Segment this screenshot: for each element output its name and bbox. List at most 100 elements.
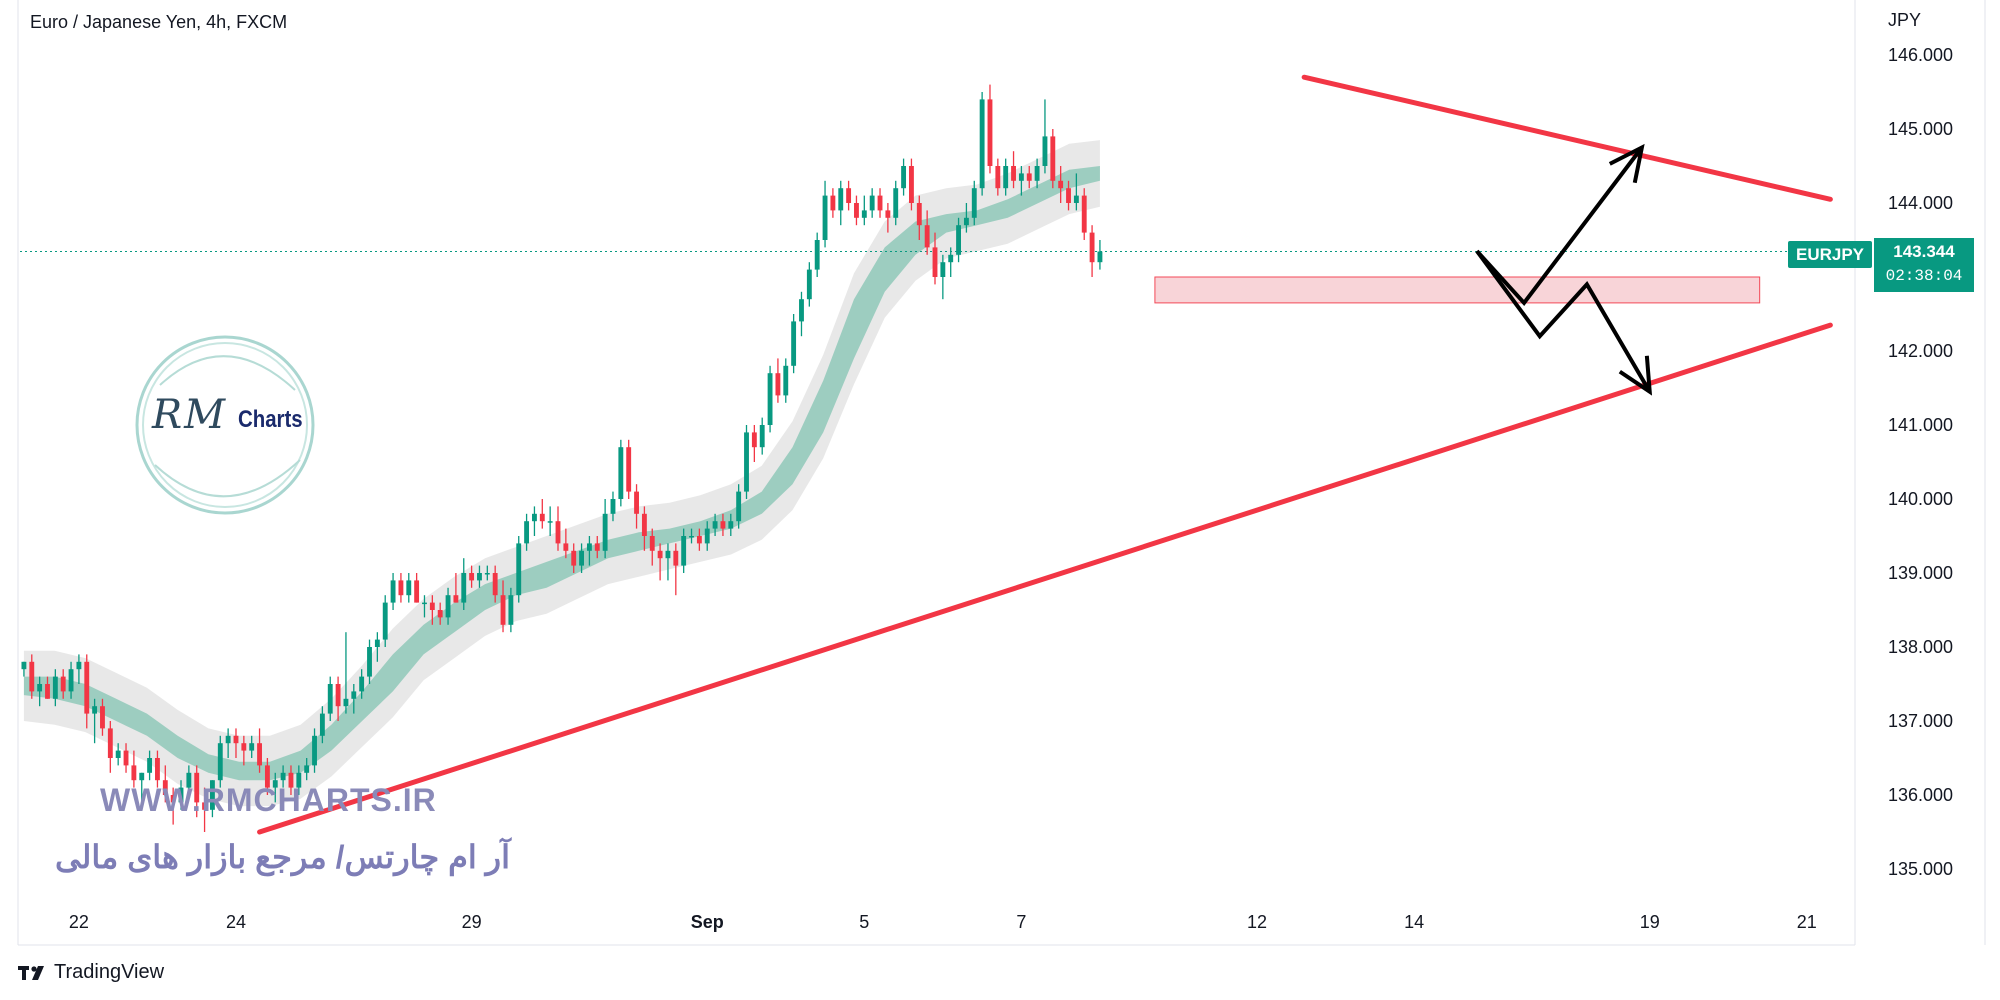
price-tick-label: 137.000	[1888, 711, 1953, 731]
candle-body	[579, 550, 585, 566]
support-trendline	[257, 322, 1833, 835]
candle-body	[351, 691, 357, 699]
candle-body	[1011, 166, 1016, 181]
watermark-persian: آر ام چارتس/ مرجع بازار های مالی	[54, 839, 510, 875]
candle-body	[406, 580, 412, 596]
candle-body	[1066, 188, 1071, 203]
candle-body	[689, 536, 694, 538]
candle-body	[68, 669, 74, 692]
candle-body	[123, 750, 129, 766]
price-tick-label: 135.000	[1888, 859, 1953, 879]
candle-body	[744, 432, 749, 492]
candle-body	[233, 735, 239, 744]
candle-body	[696, 536, 702, 544]
candle-body	[626, 447, 632, 492]
candle-body	[1089, 232, 1095, 263]
candle-body	[791, 321, 797, 366]
candle-body	[814, 240, 820, 270]
candle-body	[374, 639, 380, 647]
time-tick-label: 7	[1016, 912, 1026, 932]
candle-body	[751, 432, 757, 448]
candle-body	[547, 521, 553, 523]
candle-body	[830, 195, 836, 211]
candle-body	[775, 373, 781, 396]
candle-body	[304, 765, 310, 773]
rm-charts-logo-circle	[135, 335, 315, 515]
candle-body	[76, 661, 82, 670]
price-axis[interactable]: JPY 146.000145.000144.000143.000142.0001…	[1888, 10, 1953, 879]
candle-body	[901, 166, 907, 189]
candle-body	[272, 780, 278, 788]
candle-body	[516, 543, 522, 596]
time-axis[interactable]: 22 24 29 Sep 5 7 12 14 19 21	[69, 912, 1817, 932]
candle-body	[29, 661, 35, 692]
candle-body	[956, 225, 961, 255]
resistance-trendline	[1301, 74, 1833, 202]
candle-body	[241, 743, 247, 751]
bearish-scenario-arrow	[1475, 249, 1652, 393]
last-price-box: 143.344 02:38:04	[1874, 238, 1974, 292]
candle-body	[484, 573, 490, 575]
candle-body	[854, 203, 859, 218]
chart-title[interactable]: Euro / Japanese Yen, 4h, FXCM	[30, 12, 288, 32]
candle-body	[806, 269, 812, 300]
candle-body	[948, 254, 954, 263]
candle-body	[822, 195, 828, 240]
ema-ribbon	[23, 166, 1100, 781]
time-tick-label: 29	[462, 912, 482, 932]
candle-body	[1073, 195, 1079, 203]
candle-body	[571, 550, 577, 566]
candle-body	[861, 210, 867, 218]
candle-body	[92, 706, 98, 714]
candle-body	[940, 262, 946, 277]
candle-body	[728, 521, 734, 529]
price-tick-label: 144.000	[1888, 193, 1953, 213]
candle-body	[759, 425, 765, 448]
candle-body	[469, 573, 475, 581]
candle-body	[84, 661, 90, 714]
candle-body	[296, 772, 302, 788]
candle-body	[414, 580, 420, 603]
candle-body	[846, 188, 852, 203]
candle-body	[893, 188, 899, 218]
candle-body	[492, 573, 498, 596]
candle-body	[539, 513, 545, 522]
candle-body	[704, 528, 710, 544]
candle-body	[634, 491, 639, 514]
time-tick-label: 19	[1640, 912, 1660, 932]
axis-currency-label: JPY	[1888, 10, 1921, 30]
candle-body	[594, 543, 600, 551]
candle-body	[194, 772, 200, 803]
tradingview-brand[interactable]: TradingView	[18, 961, 164, 984]
ema-bands	[23, 140, 1100, 807]
candle-body	[767, 373, 773, 425]
candle-body	[178, 787, 184, 803]
candle-body	[916, 203, 922, 226]
candle-body	[665, 550, 671, 559]
candle-body	[720, 521, 726, 529]
bar-countdown: 02:38:04	[1885, 267, 1963, 285]
time-tick-label: Sep	[691, 912, 724, 932]
candle-body	[319, 713, 325, 736]
time-tick-label: 21	[1797, 912, 1817, 932]
candle-body	[602, 513, 608, 551]
candle-body	[885, 210, 891, 218]
candle-body	[971, 188, 977, 218]
candle-body	[586, 543, 592, 551]
demand-zone	[1154, 276, 1761, 304]
candle-body	[170, 795, 176, 803]
candle-body	[264, 765, 270, 788]
watermark-url: WWW.RMCHARTS.IR	[100, 782, 437, 818]
candle-body	[1026, 173, 1032, 181]
candle-body	[107, 728, 113, 758]
candle-body	[217, 743, 223, 781]
bullish-scenario-arrow-head	[1608, 143, 1645, 184]
logo-charts-text: Charts	[238, 406, 303, 433]
candle-body	[610, 499, 616, 514]
candle-body	[359, 676, 365, 692]
candle-body	[429, 602, 435, 610]
candle-body	[445, 595, 451, 618]
candle-body	[1050, 136, 1056, 181]
candle-body	[257, 743, 262, 766]
